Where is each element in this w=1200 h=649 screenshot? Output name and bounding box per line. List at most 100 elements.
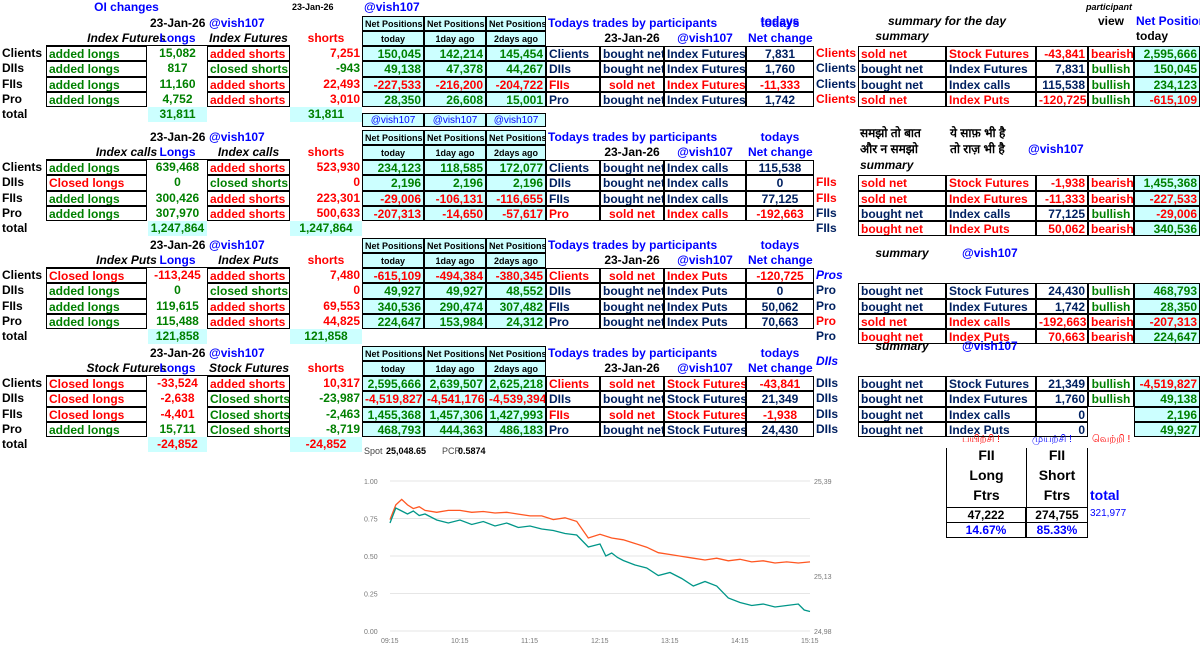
net-1day: 118,585 (424, 160, 486, 176)
net-1day: 2,196 (424, 175, 486, 191)
date-label: 23-Jan-26 (604, 253, 660, 267)
short-value: 0 (353, 175, 360, 190)
long-action: added longs (46, 421, 147, 437)
long-value: 817 (167, 61, 188, 76)
summary-participant: Pro (816, 283, 837, 298)
participant: FIIs (2, 406, 23, 421)
net-position-today: 2,196 (1134, 406, 1200, 422)
summary-value: 1,742 (1036, 298, 1088, 314)
date-label: 23-Jan-26 (604, 145, 660, 159)
short-value: 22,493 (323, 76, 360, 91)
summary-instrument: Index calls (946, 76, 1036, 92)
x-tick: 15:15 (801, 638, 819, 645)
spot-label: Spot (364, 446, 383, 456)
summary-view: bullish (1088, 76, 1134, 92)
participant: DIIs (2, 175, 25, 190)
summary-instrument: Index Puts (946, 91, 1036, 107)
summary-action: bought net (858, 76, 946, 92)
net-position-today: 49,138 (1134, 391, 1200, 407)
net-2day: 172,077 (486, 160, 546, 176)
net-2day: 2,196 (486, 175, 546, 191)
summary-value: -1,938 (1036, 175, 1088, 191)
short-value: -2,463 (325, 406, 360, 421)
trade-participant: Pro (546, 421, 600, 437)
participant: FIIs (2, 190, 23, 205)
x-tick: 12:15 (591, 638, 609, 645)
trade-participant: Clients (546, 376, 600, 392)
y-left-tick: 0.00 (364, 629, 378, 636)
longs-header: Longs (159, 253, 196, 267)
x-tick: 09:15 (381, 638, 399, 645)
trade-instrument: Stock Futures (664, 376, 746, 392)
section-title: Index Puts (46, 253, 207, 269)
net-position-today: 234,123 (1134, 76, 1200, 92)
short-action: added shorts (207, 160, 290, 176)
todays-header: todays (760, 237, 800, 252)
net-change-value: 70,663 (746, 313, 814, 329)
trade-instrument: Index Futures (664, 91, 746, 107)
y-left-tick: 0.75 (364, 517, 378, 524)
net-change-value: 24,430 (746, 421, 814, 437)
pcr-value: 0.5874 (458, 446, 486, 456)
trade-instrument: Index calls (664, 160, 746, 176)
summary-view: bearish (1088, 313, 1134, 329)
trade-instrument: Index calls (664, 175, 746, 191)
trade-participant: FIIs (546, 190, 600, 206)
participant: Pro (2, 205, 23, 220)
y-left-tick: 0.25 (364, 592, 378, 599)
trade-participant: Pro (546, 91, 600, 107)
long-action: added longs (46, 61, 147, 77)
trade-instrument: Index Puts (664, 313, 746, 329)
net-2day: 2,625,218 (486, 376, 546, 392)
summary-value: 1,760 (1036, 391, 1088, 407)
fii-long-header: FII (946, 448, 1026, 468)
net-1day: -216,200 (424, 76, 486, 92)
net-today: -615,109 (362, 268, 424, 284)
net-change-value: 7,831 (746, 46, 814, 62)
trade-action: bought net (600, 313, 664, 329)
long-value: 115,488 (156, 313, 199, 328)
summary-value: 0 (1036, 406, 1088, 422)
net-positions-header: Net Positions (362, 237, 424, 253)
net-change-value: 1,742 (746, 91, 814, 107)
short-action: added shorts (207, 376, 290, 392)
net-positions-header: Net Positions (424, 129, 486, 145)
trade-action: bought net (600, 61, 664, 77)
net-position-today: 1,455,368 (1134, 175, 1200, 191)
summary-view: bearish (1088, 175, 1134, 191)
trade-instrument: Index calls (664, 190, 746, 206)
long-action: added longs (46, 190, 147, 206)
oi-changes-title: OI changes (94, 0, 159, 14)
summary-instrument: Stock Futures (946, 46, 1036, 62)
net-positions-header: Net Positions (486, 129, 546, 145)
fii-short-value: 274,755 (1026, 507, 1088, 523)
total-longs: -24,852 (148, 437, 207, 453)
net-positions-header: Net Positions (362, 345, 424, 361)
todays-header: todays (760, 15, 800, 30)
short-action: added shorts (207, 76, 290, 92)
summary-participant: Clients (816, 46, 857, 61)
summary-participant: Pro (816, 329, 837, 343)
hindi-text: तो राज़ भी है (950, 142, 1005, 156)
net-2day: 48,552 (486, 283, 546, 299)
summary-action: sold net (858, 91, 946, 107)
short-action: Closed shorts (207, 406, 290, 422)
today-header: today (362, 253, 424, 269)
fii-total-label: total (1090, 488, 1120, 503)
net-1day: 153,984 (424, 313, 486, 329)
summary-value: 70,663 (1036, 329, 1088, 345)
net-change-value: 21,349 (746, 391, 814, 407)
summary-view: bullish (1088, 205, 1134, 221)
spot-value: 25,048.65 (386, 446, 426, 456)
x-tick: 14:15 (731, 638, 749, 645)
handle-label: @vish107 (1028, 142, 1084, 156)
long-action: Closed longs (46, 406, 147, 422)
short-value: -8,719 (325, 421, 360, 436)
y-right-tick: 24,987 (814, 629, 832, 636)
net-1day: 2,639,507 (424, 376, 486, 392)
long-value: 307,970 (155, 205, 200, 220)
participant: Clients (2, 160, 43, 175)
handle-label: @vish107 (677, 361, 733, 375)
net-positions-header: Net Positions (424, 345, 486, 361)
